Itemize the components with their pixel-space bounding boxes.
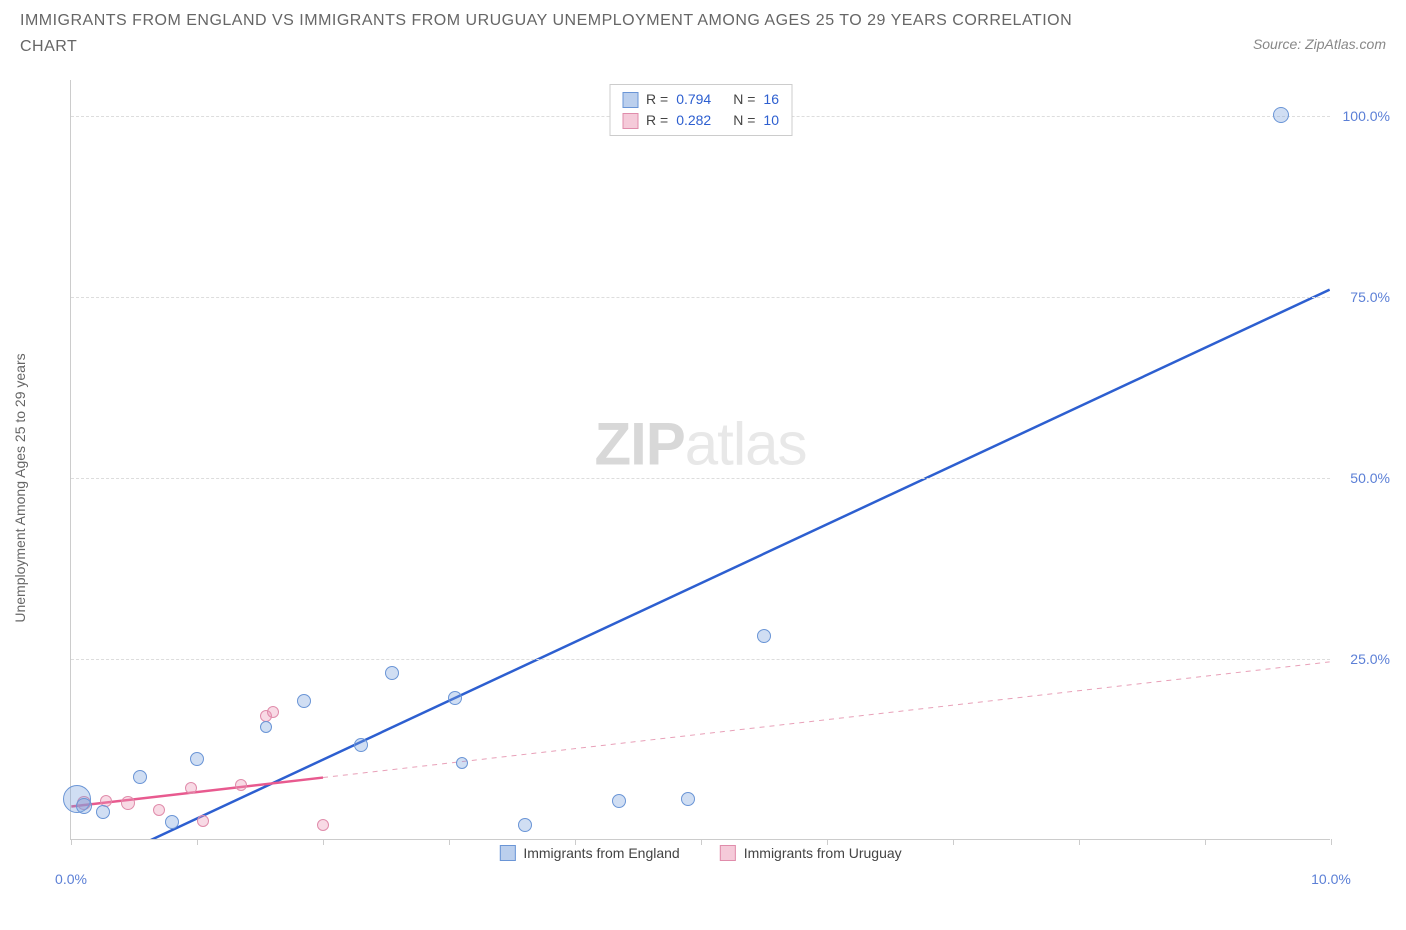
data-point: [133, 770, 147, 784]
xtick: [827, 839, 828, 845]
data-point: [267, 706, 279, 718]
data-point: [190, 752, 204, 766]
watermark-atlas: atlas: [685, 411, 807, 478]
gridline: [71, 659, 1330, 660]
chart-area: Unemployment Among Ages 25 to 29 years Z…: [60, 80, 1380, 880]
ytick-label: 25.0%: [1350, 651, 1390, 667]
data-point: [260, 721, 272, 733]
legend-swatch-b-icon: [720, 845, 736, 861]
ytick-label: 50.0%: [1350, 470, 1390, 486]
legend-stats: R = 0.794 N = 16 R = 0.282 N = 10: [609, 84, 792, 136]
n-value-b: 10: [763, 110, 779, 131]
data-point: [1273, 107, 1289, 123]
r-label-b: R =: [646, 110, 668, 131]
legend-stats-row-b: R = 0.282 N = 10: [622, 110, 779, 131]
data-point: [185, 782, 197, 794]
data-point: [456, 757, 468, 769]
gridline: [71, 478, 1330, 479]
xtick: [953, 839, 954, 845]
legend-stats-row-a: R = 0.794 N = 16: [622, 89, 779, 110]
r-label-a: R =: [646, 89, 668, 110]
xtick: [1079, 839, 1080, 845]
data-point: [681, 792, 695, 806]
watermark-zip: ZIP: [594, 411, 684, 478]
xtick: [449, 839, 450, 845]
legend-label-a: Immigrants from England: [523, 845, 679, 861]
legend-item-a: Immigrants from England: [499, 845, 679, 861]
xtick: [1205, 839, 1206, 845]
chart-title: IMMIGRANTS FROM ENGLAND VS IMMIGRANTS FR…: [20, 8, 1120, 59]
ytick-label: 75.0%: [1350, 289, 1390, 305]
xtick: [323, 839, 324, 845]
xtick: [701, 839, 702, 845]
plot-region: ZIPatlas R = 0.794 N = 16 R = 0.282 N = …: [70, 80, 1330, 840]
data-point: [297, 694, 311, 708]
data-point: [235, 779, 247, 791]
y-axis-label: Unemployment Among Ages 25 to 29 years: [12, 353, 28, 622]
legend-item-b: Immigrants from Uruguay: [720, 845, 902, 861]
xtick-label: 10.0%: [1311, 871, 1351, 887]
xtick: [71, 839, 72, 845]
data-point: [317, 819, 329, 831]
n-label-a: N =: [733, 89, 755, 110]
data-point: [757, 629, 771, 643]
xtick: [197, 839, 198, 845]
data-point: [448, 691, 462, 705]
data-point: [612, 794, 626, 808]
legend-swatch-a-icon: [499, 845, 515, 861]
swatch-b-icon: [622, 113, 638, 129]
source-label: Source: ZipAtlas.com: [1253, 36, 1386, 52]
data-point: [197, 815, 209, 827]
n-label-b: N =: [733, 110, 755, 131]
data-point: [518, 818, 532, 832]
r-value-b: 0.282: [676, 110, 711, 131]
xtick: [1331, 839, 1332, 845]
data-point: [76, 798, 92, 814]
legend-label-b: Immigrants from Uruguay: [744, 845, 902, 861]
gridline: [71, 297, 1330, 298]
legend-series: Immigrants from England Immigrants from …: [499, 845, 901, 861]
data-point: [354, 738, 368, 752]
data-point: [153, 804, 165, 816]
xtick: [575, 839, 576, 845]
data-point: [385, 666, 399, 680]
data-point: [96, 805, 110, 819]
watermark: ZIPatlas: [594, 410, 806, 479]
r-value-a: 0.794: [676, 89, 711, 110]
xtick-label: 0.0%: [55, 871, 87, 887]
swatch-a-icon: [622, 92, 638, 108]
data-point: [121, 796, 135, 810]
n-value-a: 16: [763, 89, 779, 110]
ytick-label: 100.0%: [1343, 108, 1390, 124]
data-point: [165, 815, 179, 829]
